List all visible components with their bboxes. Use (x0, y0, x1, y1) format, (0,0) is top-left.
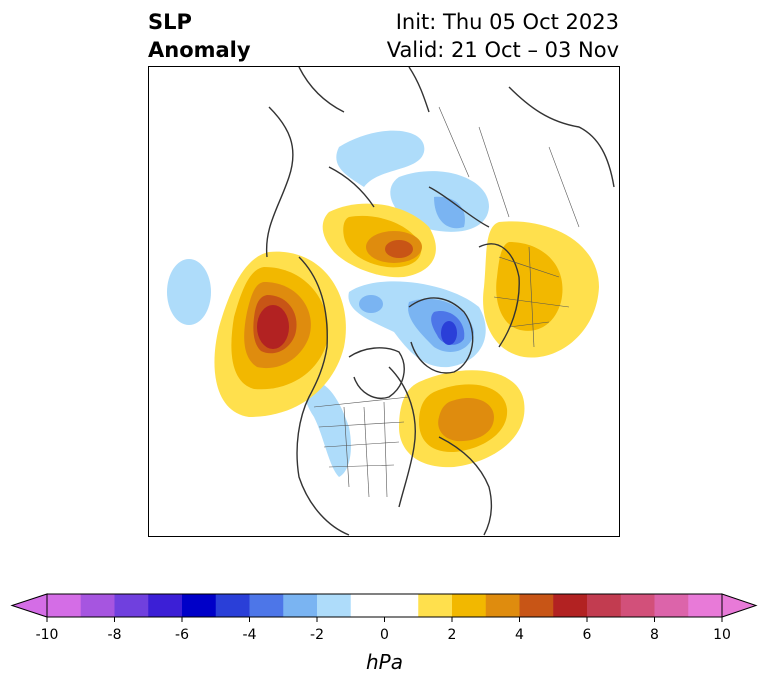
colorbar-tick-label: 2 (448, 627, 457, 643)
colorbar-tick-label: 4 (515, 627, 524, 643)
anomaly-map (149, 67, 619, 536)
colorbar-segment (384, 594, 419, 617)
colorbar-segment (620, 594, 655, 617)
map-title: SLP Anomaly (148, 8, 251, 64)
colorbar-tick-label: 8 (650, 627, 659, 643)
colorbar-segment (654, 594, 689, 617)
colorbar-tick-label: 0 (380, 627, 389, 643)
colorbar-segment (283, 594, 318, 617)
colorbar-segment (317, 594, 352, 617)
colorbar-tick-label: -6 (175, 627, 189, 643)
low-siberia (336, 130, 425, 187)
colorbar-segment (485, 594, 520, 617)
low-pacific-west (167, 259, 211, 325)
colorbar-tick-label: -8 (108, 627, 122, 643)
colorbar-segment (47, 594, 82, 617)
title-line-1: SLP (148, 10, 192, 34)
positive-anomaly-regions (214, 203, 599, 468)
colorbar-segment (418, 594, 453, 617)
valid-range: Valid: 21 Oct – 03 Nov (386, 38, 619, 62)
colorbar-scale: -10 -8 -6 -4 -2 0 2 4 6 8 10 hPa (10, 593, 758, 674)
colorbar-unit-label: hPa (366, 650, 403, 674)
colorbar: -10 -8 -6 -4 -2 0 2 4 6 8 10 hPa (0, 585, 768, 685)
country-borders (313, 106, 580, 498)
colorbar-segment (148, 594, 183, 617)
colorbar-segment (114, 594, 149, 617)
colorbar-segment (452, 594, 487, 617)
title-line-2: Anomaly (148, 38, 251, 62)
colorbar-tick-label: -4 (243, 627, 257, 643)
colorbar-segment (182, 594, 217, 617)
colorbar-tick-label: -2 (310, 627, 324, 643)
colorbar-segment (688, 594, 723, 617)
map-panel (148, 66, 620, 537)
forecast-dates: Init: Thu 05 Oct 2023 Valid: 21 Oct – 03… (387, 8, 619, 64)
colorbar-segment (553, 594, 588, 617)
colorbar-extend-high (721, 593, 758, 618)
colorbar-tick-label: -10 (36, 627, 59, 643)
colorbar-tick-label: 6 (583, 627, 592, 643)
colorbar-segment (80, 594, 115, 617)
colorbar-segment (249, 594, 284, 617)
colorbar-segment (350, 594, 385, 617)
colorbar-segment (519, 594, 554, 617)
colorbar-extend-low (10, 593, 48, 618)
init-date: Init: Thu 05 Oct 2023 (395, 10, 619, 34)
colorbar-tick-label: 10 (713, 627, 731, 643)
low-north-america (304, 381, 351, 477)
colorbar-segment (587, 594, 622, 617)
colorbar-segment (215, 594, 250, 617)
coastlines (265, 67, 615, 536)
